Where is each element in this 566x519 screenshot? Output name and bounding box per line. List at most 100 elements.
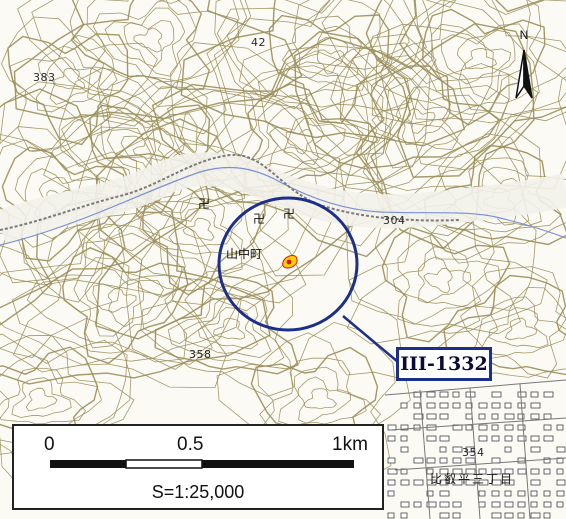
building — [530, 490, 538, 497]
building — [478, 424, 488, 431]
building — [530, 402, 541, 409]
temple-icon: 卍 — [283, 207, 295, 221]
building — [452, 512, 461, 519]
building — [543, 391, 554, 398]
contour-line — [1, 146, 132, 262]
contour-line — [25, 387, 58, 411]
scale-bar-segment — [125, 459, 203, 469]
contour-line — [410, 0, 566, 121]
contour-line — [0, 192, 271, 385]
building — [530, 479, 541, 486]
contour-line — [256, 94, 362, 184]
scale-tick-label: 1km — [332, 434, 368, 455]
elevation-label: 354 — [462, 446, 485, 459]
building — [452, 457, 462, 464]
contour-line — [182, 217, 215, 241]
building — [491, 391, 502, 398]
building — [465, 468, 476, 475]
building — [413, 457, 424, 464]
elevation-label: 304 — [383, 214, 406, 227]
contour-line — [197, 307, 259, 350]
scale-bar-segment — [202, 460, 354, 468]
building — [387, 468, 398, 475]
contour-line — [11, 223, 213, 365]
contour-line — [434, 266, 566, 378]
contour-line — [167, 43, 402, 247]
contour-line — [17, 0, 252, 147]
building — [413, 479, 424, 486]
building — [426, 435, 437, 442]
building — [426, 490, 434, 497]
building — [439, 391, 449, 398]
scale-ratio: S=1:25,000 — [151, 482, 245, 502]
contour-line — [46, 57, 102, 105]
building — [452, 402, 461, 409]
building — [491, 501, 501, 508]
contour-line — [86, 0, 240, 108]
building — [439, 501, 450, 508]
place-label-yamanaka: 山中町 — [226, 247, 263, 261]
building — [504, 512, 514, 519]
contour-line — [430, 23, 528, 112]
building — [543, 435, 554, 442]
building — [400, 479, 410, 486]
north-arrow: N — [507, 28, 541, 104]
building — [504, 435, 513, 442]
building — [517, 468, 527, 475]
building — [465, 457, 476, 464]
contour-line — [7, 33, 129, 146]
contour-line — [168, 208, 232, 247]
building — [478, 402, 488, 409]
contour-line — [464, 47, 498, 70]
contour-line — [183, 296, 272, 359]
building — [504, 402, 512, 409]
building — [530, 468, 540, 475]
elevation-label: 383 — [33, 71, 56, 84]
contour-line — [422, 8, 546, 126]
building — [543, 512, 551, 519]
building — [439, 402, 449, 409]
building — [478, 435, 488, 442]
contour-line — [423, 268, 453, 294]
contour-line — [70, 0, 211, 90]
contour-line — [14, 155, 121, 248]
building — [413, 402, 421, 409]
building — [465, 424, 473, 431]
contour-line — [152, 197, 243, 255]
contour-line — [397, 234, 501, 325]
contour-line — [371, 86, 459, 151]
building — [517, 501, 526, 508]
contour-line — [278, 366, 367, 427]
contour-line — [243, 83, 379, 193]
contour-line — [479, 296, 566, 359]
building — [543, 424, 552, 431]
building — [504, 413, 515, 420]
contour-line — [0, 126, 152, 303]
contour-line — [53, 67, 86, 90]
contour-line — [371, 0, 566, 125]
contour-line — [373, 77, 480, 169]
building — [426, 457, 436, 464]
contour-line — [61, 86, 219, 222]
contour-line — [142, 178, 266, 296]
building — [478, 413, 486, 420]
building — [426, 391, 436, 398]
building — [452, 501, 462, 508]
building — [452, 446, 463, 453]
contour-line — [0, 126, 162, 284]
site-marker-dot — [286, 259, 292, 265]
building — [439, 435, 450, 442]
building — [426, 468, 434, 475]
contour-line — [346, 203, 548, 345]
building — [517, 512, 525, 519]
contour-line — [107, 287, 137, 313]
site-number-label: III-1332 — [396, 347, 492, 381]
place-label-hieidaira: 比叡平三丁目 — [430, 472, 515, 486]
building — [413, 424, 421, 431]
contour-line — [140, 262, 294, 397]
contour-line — [417, 256, 472, 304]
building — [491, 435, 500, 442]
contour-line — [43, 74, 245, 208]
contour-line — [11, 377, 72, 418]
contour-line — [203, 65, 408, 197]
